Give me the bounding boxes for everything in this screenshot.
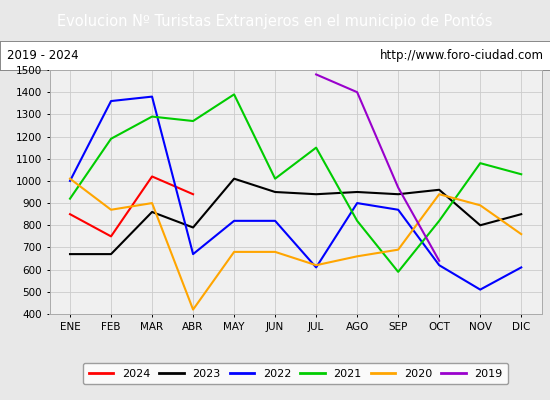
Legend: 2024, 2023, 2022, 2021, 2020, 2019: 2024, 2023, 2022, 2021, 2020, 2019 [83, 363, 508, 384]
Text: http://www.foro-ciudad.com: http://www.foro-ciudad.com [379, 49, 543, 62]
Text: 2019 - 2024: 2019 - 2024 [7, 49, 78, 62]
Text: Evolucion Nº Turistas Extranjeros en el municipio de Pontós: Evolucion Nº Turistas Extranjeros en el … [57, 13, 493, 29]
